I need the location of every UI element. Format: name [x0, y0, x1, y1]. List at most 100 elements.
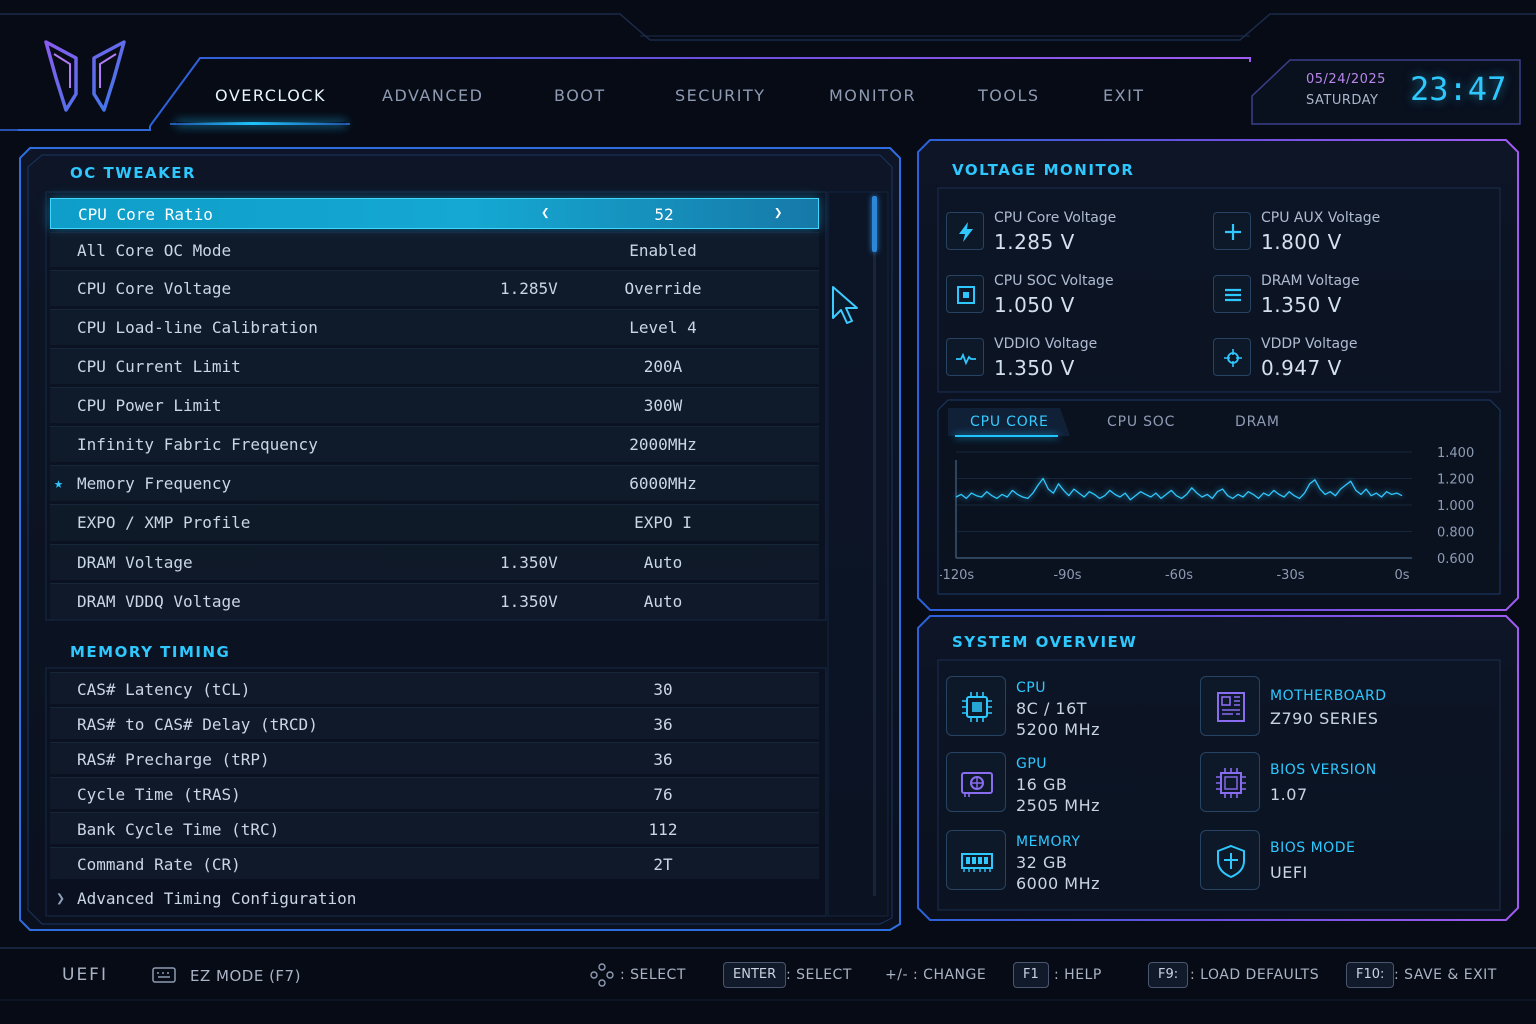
tab-overclock[interactable]: OVERCLOCK — [215, 86, 326, 105]
chip-square-icon — [946, 275, 984, 313]
graph-tab-cpu-soc[interactable]: CPU SOC — [1107, 414, 1176, 430]
tab-monitor[interactable]: MONITOR — [829, 86, 917, 105]
overview-motherboard: MOTHERBOARD Z790 SERIES — [1200, 676, 1460, 748]
setting-row-load-line-calibration[interactable]: CPU Load-line Calibration Level 4 — [50, 309, 819, 345]
setting-value: 200A — [643, 357, 683, 376]
voltage-value: 1.285 V — [994, 230, 1075, 254]
plus-icon — [1213, 212, 1251, 250]
setting-row-trcd[interactable]: RAS# to CAS# Delay (tRCD) 36 — [50, 707, 819, 739]
setting-value: Level 4 — [629, 318, 697, 337]
active-tab-indicator — [176, 122, 346, 125]
setting-row-infinity-fabric-frequency[interactable]: Infinity Fabric Frequency 2000MHz — [50, 426, 819, 462]
setting-value: 36 — [653, 715, 673, 734]
setting-row-trp[interactable]: RAS# Precharge (tRP) 36 — [50, 742, 819, 774]
y-tick-label: 0.600 — [1437, 552, 1474, 567]
setting-label: CPU Current Limit — [77, 357, 241, 376]
star-icon: ★ — [54, 474, 64, 492]
setting-row-cpu-current-limit[interactable]: CPU Current Limit 200A — [50, 348, 819, 384]
setting-row-expo-xmp-profile[interactable]: EXPO / XMP Profile EXPO I — [50, 504, 819, 541]
key-f9: F9: — [1148, 962, 1189, 988]
lines-icon — [1213, 275, 1251, 313]
y-tick-label: 0.800 — [1437, 526, 1474, 541]
setting-label: Infinity Fabric Frequency — [77, 435, 318, 454]
overview-gpu: GPU 16 GB 2505 MHz — [946, 752, 1206, 824]
tab-security[interactable]: SECURITY — [675, 86, 766, 105]
setting-sub-value: 1.350V — [500, 553, 558, 572]
series-line-cpu-core — [955, 477, 1403, 501]
tab-exit[interactable]: EXIT — [1103, 86, 1145, 105]
setting-row-memory-frequency[interactable]: ★ Memory Frequency 6000MHz — [50, 465, 819, 501]
top-navigation: OVERCLOCK ADVANCED BOOT SECURITY MONITOR… — [176, 60, 1240, 125]
tab-boot[interactable]: BOOT — [554, 86, 606, 105]
voltage-chart: 1.400 1.200 1.000 0.800 0.600 -120s -90s -60s -3… — [940, 446, 1474, 583]
motherboard-icon — [1200, 676, 1260, 736]
chevron-right-icon[interactable]: ❯ — [774, 205, 783, 221]
key-f1: F1 — [1013, 962, 1049, 988]
voltage-dram: DRAM Voltage 1.350 V — [1213, 269, 1453, 321]
graph-tab-dram[interactable]: DRAM — [1235, 414, 1280, 430]
voltage-vddp: VDDP Voltage 0.947 V — [1213, 332, 1453, 384]
setting-row-command-rate[interactable]: Command Rate (CR) 2T — [50, 847, 819, 879]
setting-label: Memory Frequency — [77, 474, 232, 493]
x-tick-label: 0s — [1394, 568, 1409, 583]
oc-tweaker-title: OC TWEAKER — [70, 164, 197, 182]
ez-mode-button[interactable]: EZ MODE (F7) — [190, 967, 301, 985]
x-tick-label: -30s — [1276, 568, 1304, 583]
voltage-value: 1.800 V — [1261, 230, 1342, 254]
overview-title: CPU — [1016, 680, 1046, 696]
y-tick-label: 1.000 — [1437, 499, 1474, 514]
setting-value: 2000MHz — [629, 435, 697, 454]
setting-row-all-core-oc-mode[interactable]: All Core OC Mode Enabled — [50, 232, 819, 267]
cpu-icon — [946, 676, 1006, 736]
setting-row-cas-latency[interactable]: CAS# Latency (tCL) 30 — [50, 672, 819, 704]
setting-row-cpu-core-ratio[interactable]: CPU Core Ratio ❮ 52 ❯ — [50, 198, 819, 229]
overview-title: BIOS MODE — [1270, 840, 1356, 856]
voltage-name: CPU Core Voltage — [994, 210, 1117, 226]
scrollbar-thumb[interactable] — [872, 196, 877, 252]
setting-row-cpu-core-voltage[interactable]: CPU Core Voltage 1.285V Override — [50, 270, 819, 306]
mode-label: UEFI — [62, 965, 108, 985]
memory-timing-title: MEMORY TIMING — [70, 643, 231, 661]
voltage-vddio: VDDIO Voltage 1.350 V — [946, 332, 1186, 384]
y-tick-label: 1.400 — [1437, 446, 1474, 461]
overview-title: MEMORY — [1016, 834, 1081, 850]
voltage-name: CPU AUX Voltage — [1261, 210, 1381, 226]
hint-select: : SELECT — [620, 967, 686, 983]
setting-value: 2T — [653, 855, 673, 874]
advanced-timing-link[interactable]: ❯ Advanced Timing Configuration — [50, 882, 819, 914]
setting-row-tras[interactable]: Cycle Time (tRAS) 76 — [50, 777, 819, 809]
overview-line: 2505 MHz — [1016, 796, 1101, 815]
key-plus-minus: +/- — [885, 967, 908, 983]
key-enter: ENTER — [723, 962, 787, 988]
overview-line: UEFI — [1270, 863, 1308, 882]
overview-memory: MEMORY 32 GB 6000 MHz — [946, 830, 1206, 902]
bios-chip-icon — [1200, 752, 1260, 812]
setting-label: DRAM VDDQ Voltage — [77, 592, 241, 611]
lightning-icon — [946, 212, 984, 250]
chevron-right-icon: ❯ — [56, 889, 66, 907]
setting-row-trc[interactable]: Bank Cycle Time (tRC) 112 — [50, 812, 819, 844]
setting-value: Enabled — [629, 241, 697, 260]
setting-row-cpu-power-limit[interactable]: CPU Power Limit 300W — [50, 387, 819, 423]
voltage-name: VDDP Voltage — [1261, 336, 1358, 352]
voltage-monitor-title: VOLTAGE MONITOR — [952, 161, 1135, 179]
tab-tools[interactable]: TOOLS — [978, 86, 1040, 105]
setting-label: Cycle Time (tRAS) — [77, 785, 241, 804]
setting-row-dram-vddq-voltage[interactable]: DRAM VDDQ Voltage 1.350V Auto — [50, 583, 819, 619]
setting-label: DRAM Voltage — [77, 553, 193, 572]
overview-cpu: CPU 8C / 16T 5200 MHz — [946, 676, 1206, 748]
graph-tab-cpu-core[interactable]: CPU CORE — [970, 414, 1049, 430]
footer-bar: UEFI EZ MODE (F7) : SELECT ENTER : SELEC… — [0, 950, 1536, 1010]
x-tick-label: -60s — [1165, 568, 1193, 583]
setting-label: Command Rate (CR) — [77, 855, 241, 874]
key-f10: F10: — [1346, 962, 1395, 988]
scrollbar-track[interactable] — [873, 196, 876, 896]
voltage-cpu-core: CPU Core Voltage 1.285 V — [946, 206, 1186, 258]
date-text: 05/24/2025 — [1306, 72, 1386, 87]
overview-title: BIOS VERSION — [1270, 762, 1377, 778]
setting-label: All Core OC Mode — [77, 241, 232, 260]
tab-advanced[interactable]: ADVANCED — [382, 86, 484, 105]
setting-row-dram-voltage[interactable]: DRAM Voltage 1.350V Auto — [50, 544, 819, 580]
mouse-cursor-icon — [832, 286, 858, 324]
chevron-left-icon[interactable]: ❮ — [541, 205, 550, 221]
